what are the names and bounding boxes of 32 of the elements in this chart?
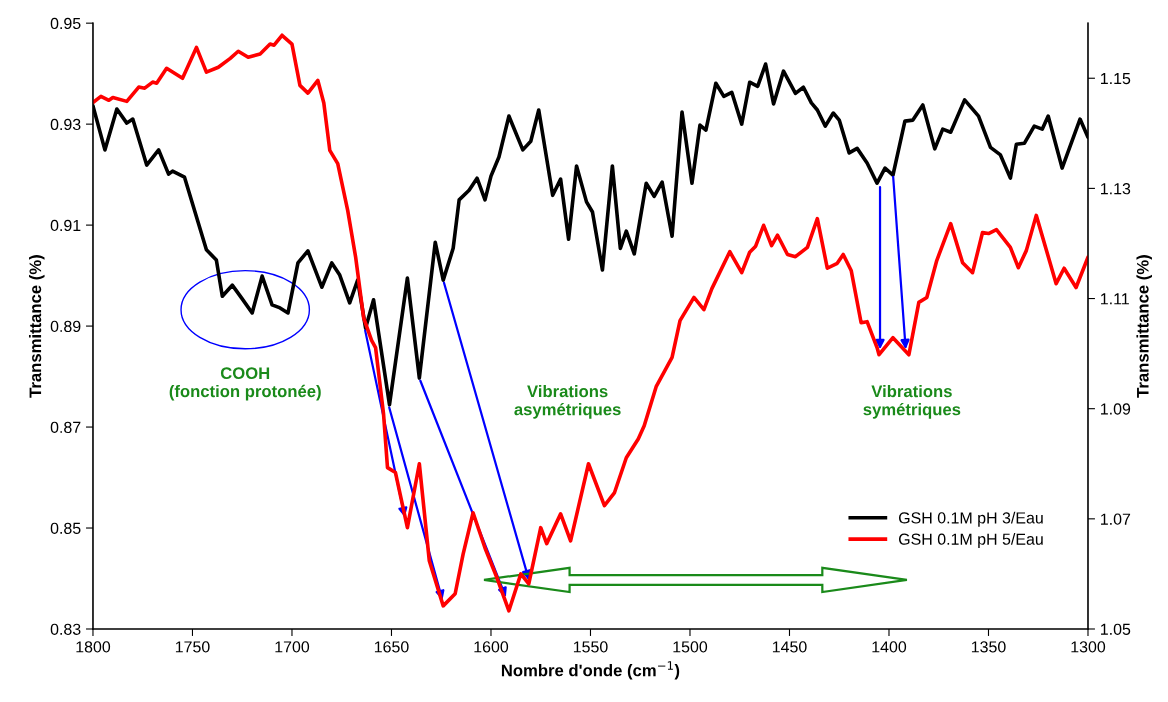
x-tick-label: 1650 <box>374 641 409 653</box>
y-tick-label: 0.93 <box>50 118 81 131</box>
y2-tick-label: 1.15 <box>1101 73 1131 85</box>
y2-tick-label: 1.05 <box>1101 623 1131 635</box>
x-tick-label: 1450 <box>772 641 807 653</box>
y2-tick-label: 1.11 <box>1101 293 1129 305</box>
y2-tick-label: 1.07 <box>1101 513 1131 525</box>
x-tick-label: 1750 <box>175 641 210 653</box>
y-axis-title: Transmittance (%) <box>28 255 45 398</box>
y2-axis-title: Transmittance (%) <box>1136 255 1152 398</box>
y-tick-label: 0.91 <box>50 219 81 232</box>
y-tick-label: 0.85 <box>50 522 81 534</box>
x-tick-label: 1550 <box>573 641 608 653</box>
y-tick-label: 0.83 <box>50 623 81 635</box>
legend-label: GSH 0.1M pH 3/Eau <box>898 511 1043 527</box>
y-tick-label: 0.95 <box>50 17 81 30</box>
x-tick-label: 1800 <box>76 641 111 653</box>
legend-label: GSH 0.1M pH 5/Eau <box>898 533 1043 548</box>
y-tick-label: 0.89 <box>50 320 81 333</box>
y2-tick-label: 1.13 <box>1101 183 1131 195</box>
x-tick-label: 1600 <box>474 641 509 653</box>
x-tick-label: 1300 <box>1071 641 1106 653</box>
x-axis-title: Nombre d'onde (cm$^{−1}$) <box>501 661 680 680</box>
annotation: COOH (fonction protonée) <box>169 367 321 401</box>
y2-tick-label: 1.09 <box>1101 403 1131 415</box>
annotation: Vibrations symétriques <box>863 384 961 419</box>
y-tick-label: 0.87 <box>50 421 81 433</box>
x-tick-label: 1350 <box>971 641 1006 653</box>
annotation: Vibrations asymétriques <box>514 384 621 419</box>
x-tick-label: 1500 <box>673 641 708 653</box>
x-tick-label: 1700 <box>275 641 310 653</box>
x-tick-label: 1400 <box>872 641 907 653</box>
